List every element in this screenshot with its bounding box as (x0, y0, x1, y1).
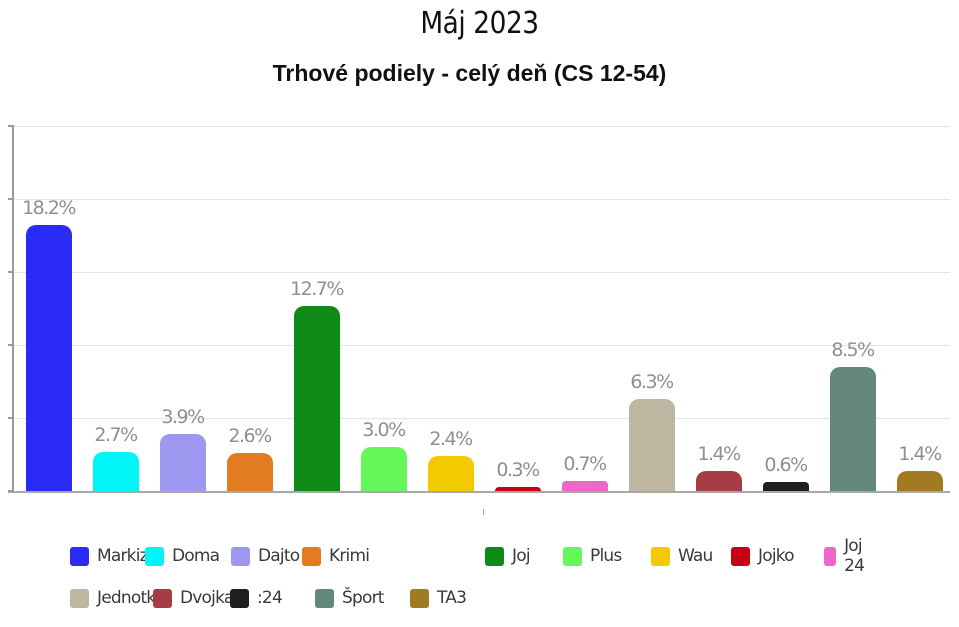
legend-label: TA3 (437, 588, 467, 608)
y-axis-tick (8, 344, 14, 346)
legend-label: Plus (590, 546, 622, 566)
y-axis-tick (8, 417, 14, 419)
bar-wau[interactable] (427, 455, 474, 491)
legend-swatch-icon (824, 546, 837, 566)
legend-label: Wau (678, 546, 713, 566)
value-label: 2.4% (429, 427, 473, 450)
bar-24[interactable] (762, 482, 809, 491)
legend-label: Jednotka (97, 588, 165, 608)
legend-swatch-icon (485, 546, 504, 566)
value-label: 18.2% (22, 197, 76, 220)
y-axis-tick (8, 125, 14, 127)
legend-label: Joj (512, 546, 531, 566)
legend-item[interactable]: Doma (145, 543, 220, 569)
value-label: 0.7% (563, 452, 607, 475)
value-label: 12.7% (290, 277, 344, 300)
value-label: 0.6% (764, 454, 808, 477)
legend-item[interactable]: TA3 (410, 585, 467, 611)
legend-label: :24 (257, 588, 283, 608)
legend-item[interactable]: Joj (485, 543, 531, 569)
legend-item[interactable]: Wau (651, 543, 713, 569)
legend-swatch-icon (70, 588, 89, 608)
legend-swatch-icon (145, 546, 164, 566)
legend-swatch-icon (410, 588, 429, 608)
legend-swatch-icon (563, 546, 582, 566)
chart-subtitle: Trhové podiely - celý deň (CS 12-54) (272, 60, 667, 86)
value-label: 3.9% (161, 406, 205, 429)
legend-item[interactable]: Dvojka (153, 585, 234, 611)
gridline (14, 126, 950, 127)
legend-item[interactable]: Jojko (731, 543, 795, 569)
legend-item[interactable]: Krimi (302, 543, 370, 569)
legend-label: Šport (342, 588, 384, 608)
legend-swatch-icon (302, 546, 321, 566)
value-label: 1.4% (697, 442, 741, 465)
chart-title: Máj 2023 (420, 6, 539, 41)
bar-plus[interactable] (360, 447, 407, 491)
legend-item[interactable]: Markiza (70, 543, 158, 569)
legend-item[interactable]: Joj 24 (824, 536, 871, 576)
legend-swatch-icon (153, 588, 172, 608)
y-axis (12, 126, 14, 492)
y-axis-tick (8, 490, 14, 492)
value-label: 6.3% (630, 371, 674, 394)
bar-dajto[interactable] (159, 434, 206, 491)
bar-dvojka[interactable] (695, 470, 742, 491)
legend-item[interactable]: :24 (230, 585, 283, 611)
bar-krimi[interactable] (226, 453, 273, 491)
legend-label: Joj 24 (844, 536, 865, 576)
value-label: 0.3% (496, 458, 540, 481)
bar-ta3[interactable] (896, 470, 943, 491)
gridline (14, 418, 950, 419)
y-axis-tick (8, 271, 14, 273)
x-axis-baseline (8, 491, 950, 493)
legend-swatch-icon (70, 546, 89, 566)
gridline (14, 272, 950, 273)
legend-swatch-icon (315, 588, 334, 608)
legend-label: Markiza (97, 546, 158, 566)
value-label: 2.7% (94, 423, 138, 446)
bar-jojko[interactable] (494, 486, 541, 491)
bar-markiza[interactable] (25, 225, 72, 491)
legend-item[interactable]: Jednotka (70, 585, 165, 611)
legend-label: Dvojka (180, 588, 234, 608)
legend-label: Dajto (258, 546, 300, 566)
bar-doma[interactable] (92, 451, 139, 491)
legend-swatch-icon (731, 546, 750, 566)
legend-label: Jojko (758, 546, 795, 566)
y-axis-tick (8, 198, 14, 200)
value-label: 1.4% (898, 442, 942, 465)
legend-item[interactable]: Šport (315, 585, 384, 611)
gridline (14, 345, 950, 346)
x-axis-tick (483, 509, 484, 515)
gridline (14, 199, 950, 200)
bar-joj[interactable] (293, 305, 340, 491)
legend-item[interactable]: Dajto (231, 543, 300, 569)
bar-joj-24[interactable] (561, 480, 608, 491)
value-label: 2.6% (228, 425, 272, 448)
legend-swatch-icon (651, 546, 670, 566)
legend-swatch-icon (231, 546, 250, 566)
legend-item[interactable]: Plus (563, 543, 622, 569)
bar-šport[interactable] (829, 366, 876, 491)
bar-jednotka[interactable] (628, 399, 675, 491)
value-label: 8.5% (831, 338, 875, 361)
value-label: 3.0% (362, 419, 406, 442)
legend-label: Krimi (329, 546, 370, 566)
legend-swatch-icon (230, 588, 249, 608)
legend-label: Doma (172, 546, 220, 566)
